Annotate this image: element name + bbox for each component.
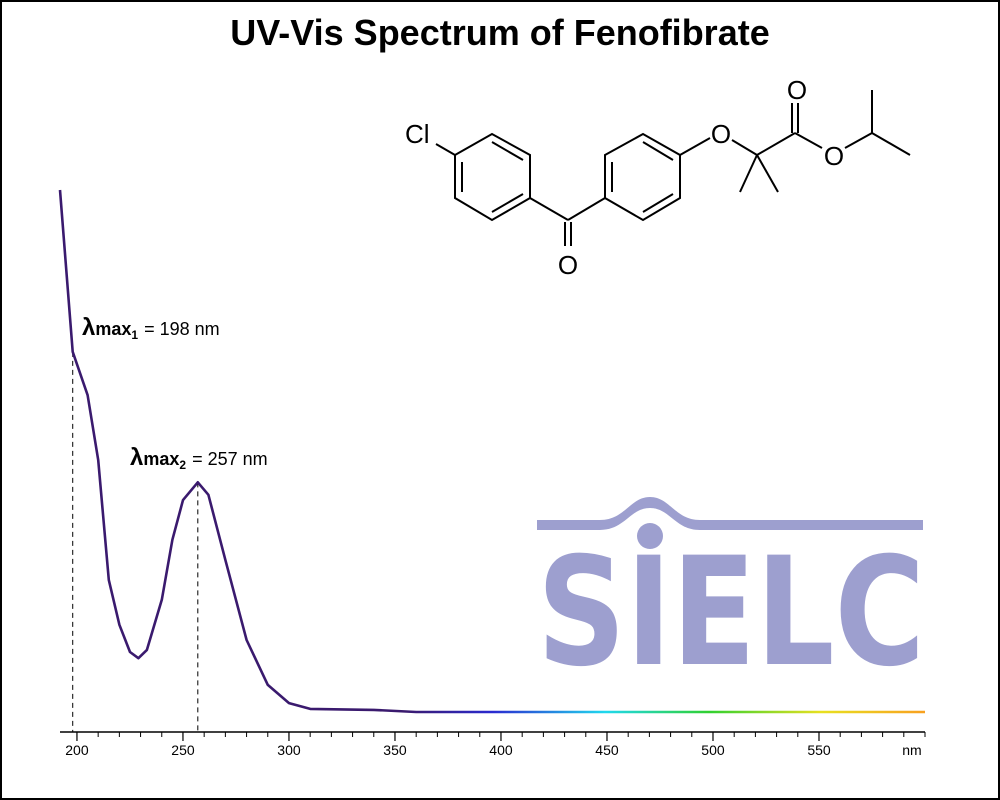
bond xyxy=(794,132,823,149)
bond xyxy=(679,137,711,156)
annotation-label: max xyxy=(143,449,179,469)
x-axis-label: nm xyxy=(902,742,921,758)
chart-title: UV-Vis Spectrum of Fenofibrate xyxy=(230,12,769,53)
logo-band xyxy=(537,497,923,530)
bond xyxy=(529,197,569,221)
bond xyxy=(642,193,674,213)
x-tick-label: 400 xyxy=(489,742,513,758)
bond xyxy=(739,154,758,193)
x-tick-label: 550 xyxy=(807,742,831,758)
bond xyxy=(844,132,873,149)
annotation-sub: 1 xyxy=(131,328,138,342)
logo-text: SIELC xyxy=(537,526,925,700)
x-tick-label: 350 xyxy=(383,742,407,758)
atom-label: O xyxy=(787,75,807,105)
logo: SIELC xyxy=(537,497,925,700)
annotation-sub: 2 xyxy=(179,458,186,472)
logo-dot xyxy=(637,523,663,549)
bond xyxy=(567,197,606,221)
bond xyxy=(731,139,758,156)
bond xyxy=(435,143,456,156)
bond xyxy=(756,132,796,156)
atom-label: O xyxy=(824,141,844,171)
spectrum-line xyxy=(58,189,925,714)
bond xyxy=(871,132,911,156)
x-tick-label: 250 xyxy=(171,742,195,758)
annotation-symbol: λ xyxy=(130,444,143,471)
x-tick-label: 300 xyxy=(277,742,301,758)
bond xyxy=(756,154,779,193)
annotation: λmax2 = 257 nm xyxy=(130,444,268,472)
bond xyxy=(491,193,524,213)
bond xyxy=(491,141,524,161)
atom-label: Cl xyxy=(405,119,430,149)
ring xyxy=(604,132,681,222)
atom-label: O xyxy=(711,119,731,149)
x-tick-label: 500 xyxy=(701,742,725,758)
x-tick-label: 200 xyxy=(65,742,89,758)
annotation-text: = 198 nm xyxy=(144,319,220,339)
annotation-label: max xyxy=(95,319,131,339)
annotation: λmax1 = 198 nm xyxy=(82,314,220,342)
annotation-text: = 257 nm xyxy=(192,449,268,469)
structure: Cl O O O O xyxy=(405,75,911,280)
atom-label: O xyxy=(558,250,578,280)
x-tick-label: 450 xyxy=(595,742,619,758)
annotation-symbol: λ xyxy=(82,314,95,341)
bond xyxy=(642,141,674,161)
